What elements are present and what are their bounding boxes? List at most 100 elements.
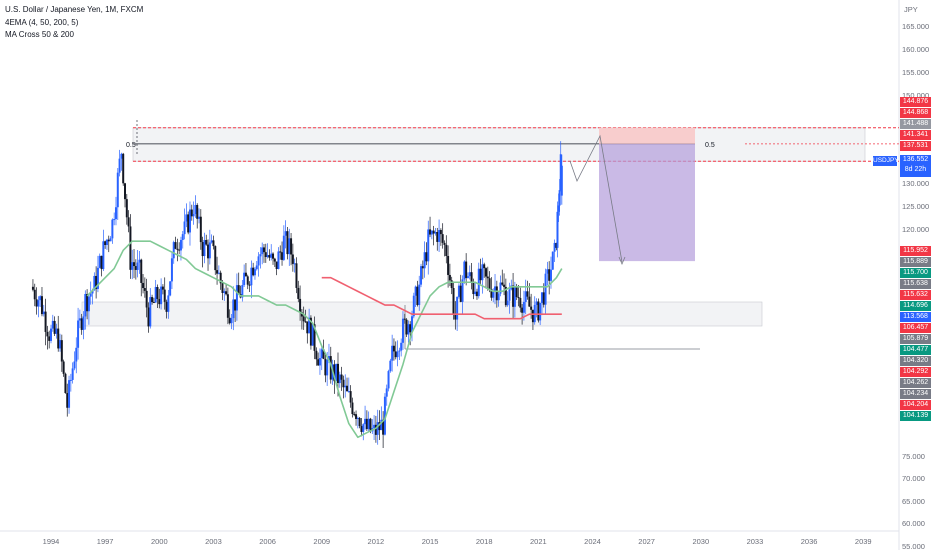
candle-body	[205, 240, 208, 245]
candle-body	[346, 385, 349, 392]
candle-body	[513, 287, 516, 307]
candle-body	[273, 258, 276, 262]
candle-body	[322, 349, 325, 359]
candle-body	[78, 318, 81, 321]
candle-body	[181, 234, 184, 240]
candle-body	[432, 230, 435, 234]
candle-body	[335, 363, 338, 382]
take-profit-box	[599, 143, 695, 262]
price-axis-label: 155.000	[902, 68, 930, 77]
candle-body	[152, 302, 155, 304]
price-axis-label: 60.000	[902, 519, 925, 528]
candle-body	[470, 272, 473, 282]
candle-body	[158, 298, 161, 305]
candle-body	[394, 351, 397, 358]
time-axis-label: 2006	[259, 537, 276, 546]
candle-body	[531, 309, 534, 323]
candle-body	[262, 247, 265, 253]
candle-body	[490, 289, 493, 298]
price-tag: 104.204	[900, 400, 931, 410]
candle-body	[102, 241, 105, 270]
price-tag: 115.952	[900, 246, 931, 256]
time-axis-label: 2024	[584, 537, 601, 546]
candle-body	[174, 242, 177, 249]
candle-body	[382, 419, 385, 435]
candle-body	[385, 388, 388, 397]
candle-body	[427, 229, 430, 262]
time-axis-label: 2027	[638, 537, 655, 546]
ma200-line	[321, 276, 562, 320]
candle-body	[118, 158, 121, 173]
candle-body	[257, 256, 260, 266]
candle-body	[549, 269, 552, 281]
candle-body	[378, 422, 381, 431]
candle-body	[37, 300, 40, 307]
candle-body	[519, 297, 522, 308]
candle-body	[315, 350, 318, 360]
candle-body	[95, 275, 98, 289]
last-price-tag: 136.552 8d 22h	[900, 155, 931, 177]
candle-body	[59, 340, 62, 349]
projection-path	[569, 134, 623, 263]
candle-body	[423, 252, 426, 269]
candle-body	[151, 297, 154, 303]
candle-body	[526, 291, 529, 297]
candle-body	[401, 318, 404, 343]
candle-body	[133, 262, 136, 267]
time-axis-label: 1997	[96, 537, 114, 546]
legend-indicator-ema[interactable]: 4EMA (4, 50, 200, 5)	[5, 17, 79, 27]
candle-body	[495, 286, 498, 301]
candle-body	[295, 263, 298, 288]
price-tag: 115.889	[900, 257, 931, 267]
legend-indicator-ma-cross[interactable]: MA Cross 50 & 200	[5, 30, 74, 39]
candle-body	[40, 296, 43, 315]
candle-body	[225, 291, 228, 295]
candle-body	[445, 244, 448, 257]
price-tag: 141.488	[900, 119, 931, 129]
candle-body	[42, 311, 45, 315]
price-axis-label: 75.000	[902, 452, 925, 461]
candle-body	[188, 209, 191, 233]
candle-body	[64, 373, 67, 394]
candle-body	[232, 299, 235, 319]
candle-body	[430, 230, 433, 235]
candle-body	[266, 255, 269, 258]
candle-body	[364, 418, 367, 425]
candle-body	[380, 419, 383, 431]
candle-body	[353, 414, 356, 416]
candle-body	[548, 269, 551, 281]
candle-body	[187, 214, 190, 233]
candle-body	[297, 287, 300, 299]
candle-body	[129, 226, 132, 270]
candle-body	[275, 261, 278, 270]
candle-body	[387, 371, 390, 389]
candle-body	[127, 217, 130, 227]
candle-body	[125, 199, 128, 218]
price-axis-label: 65.000	[902, 497, 925, 506]
candle-body	[31, 286, 34, 290]
symbol-tag: USDJPY	[873, 156, 899, 166]
candle-body	[411, 316, 413, 333]
candle-body	[299, 298, 302, 313]
price-tag: 113.568	[900, 312, 931, 322]
candle-body	[216, 270, 219, 274]
candle-body	[412, 295, 415, 317]
candle-body	[443, 242, 446, 245]
candle-body	[235, 285, 238, 311]
candle-body	[452, 288, 455, 315]
candle-body	[503, 284, 506, 287]
candle-body	[241, 285, 244, 298]
price-tag: 104.234	[900, 389, 931, 399]
candle-body	[143, 288, 146, 291]
time-axis-label: 2018	[475, 537, 493, 546]
candle-body	[194, 204, 197, 215]
time-axis-label: 2036	[800, 537, 818, 546]
candle-body	[192, 214, 195, 217]
candle-body	[367, 418, 370, 430]
price-axis-label: 70.000	[902, 474, 925, 483]
price-axis-label: 125.000	[902, 202, 930, 211]
price-tag: 114.696	[900, 301, 931, 311]
candle-body	[553, 242, 556, 252]
candle-body	[338, 374, 341, 384]
